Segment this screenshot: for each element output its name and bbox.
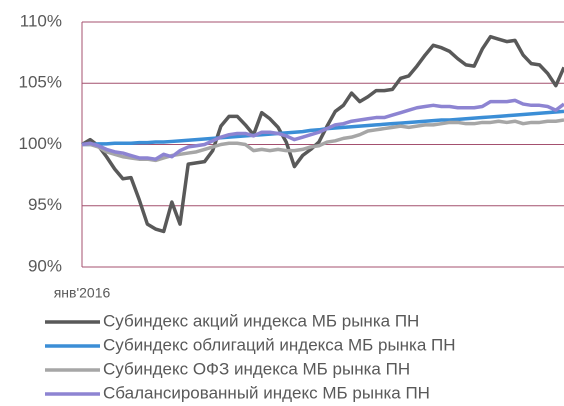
y-tick-label: 95% <box>28 195 62 214</box>
series-line <box>81 34 564 234</box>
y-tick-label: 105% <box>19 73 62 92</box>
legend-label: Субиндекс облигаций индекса МБ рынка ПН <box>103 335 456 354</box>
series-line <box>82 109 564 147</box>
x-tick-label: янв'2016 <box>54 285 111 301</box>
series-line <box>81 98 564 161</box>
legend-label: Сбалансированный индекс МБ рынка ПН <box>103 383 430 402</box>
y-tick-label: 110% <box>20 11 62 30</box>
y-tick-label: 90% <box>28 256 62 275</box>
series-line <box>82 118 564 163</box>
legend-label: Субиндекс ОФЗ индекса МБ рынка ПН <box>103 359 410 378</box>
legend-label: Субиндекс акций индекса МБ рынка ПН <box>103 311 419 330</box>
y-tick-label: 100% <box>19 134 62 153</box>
